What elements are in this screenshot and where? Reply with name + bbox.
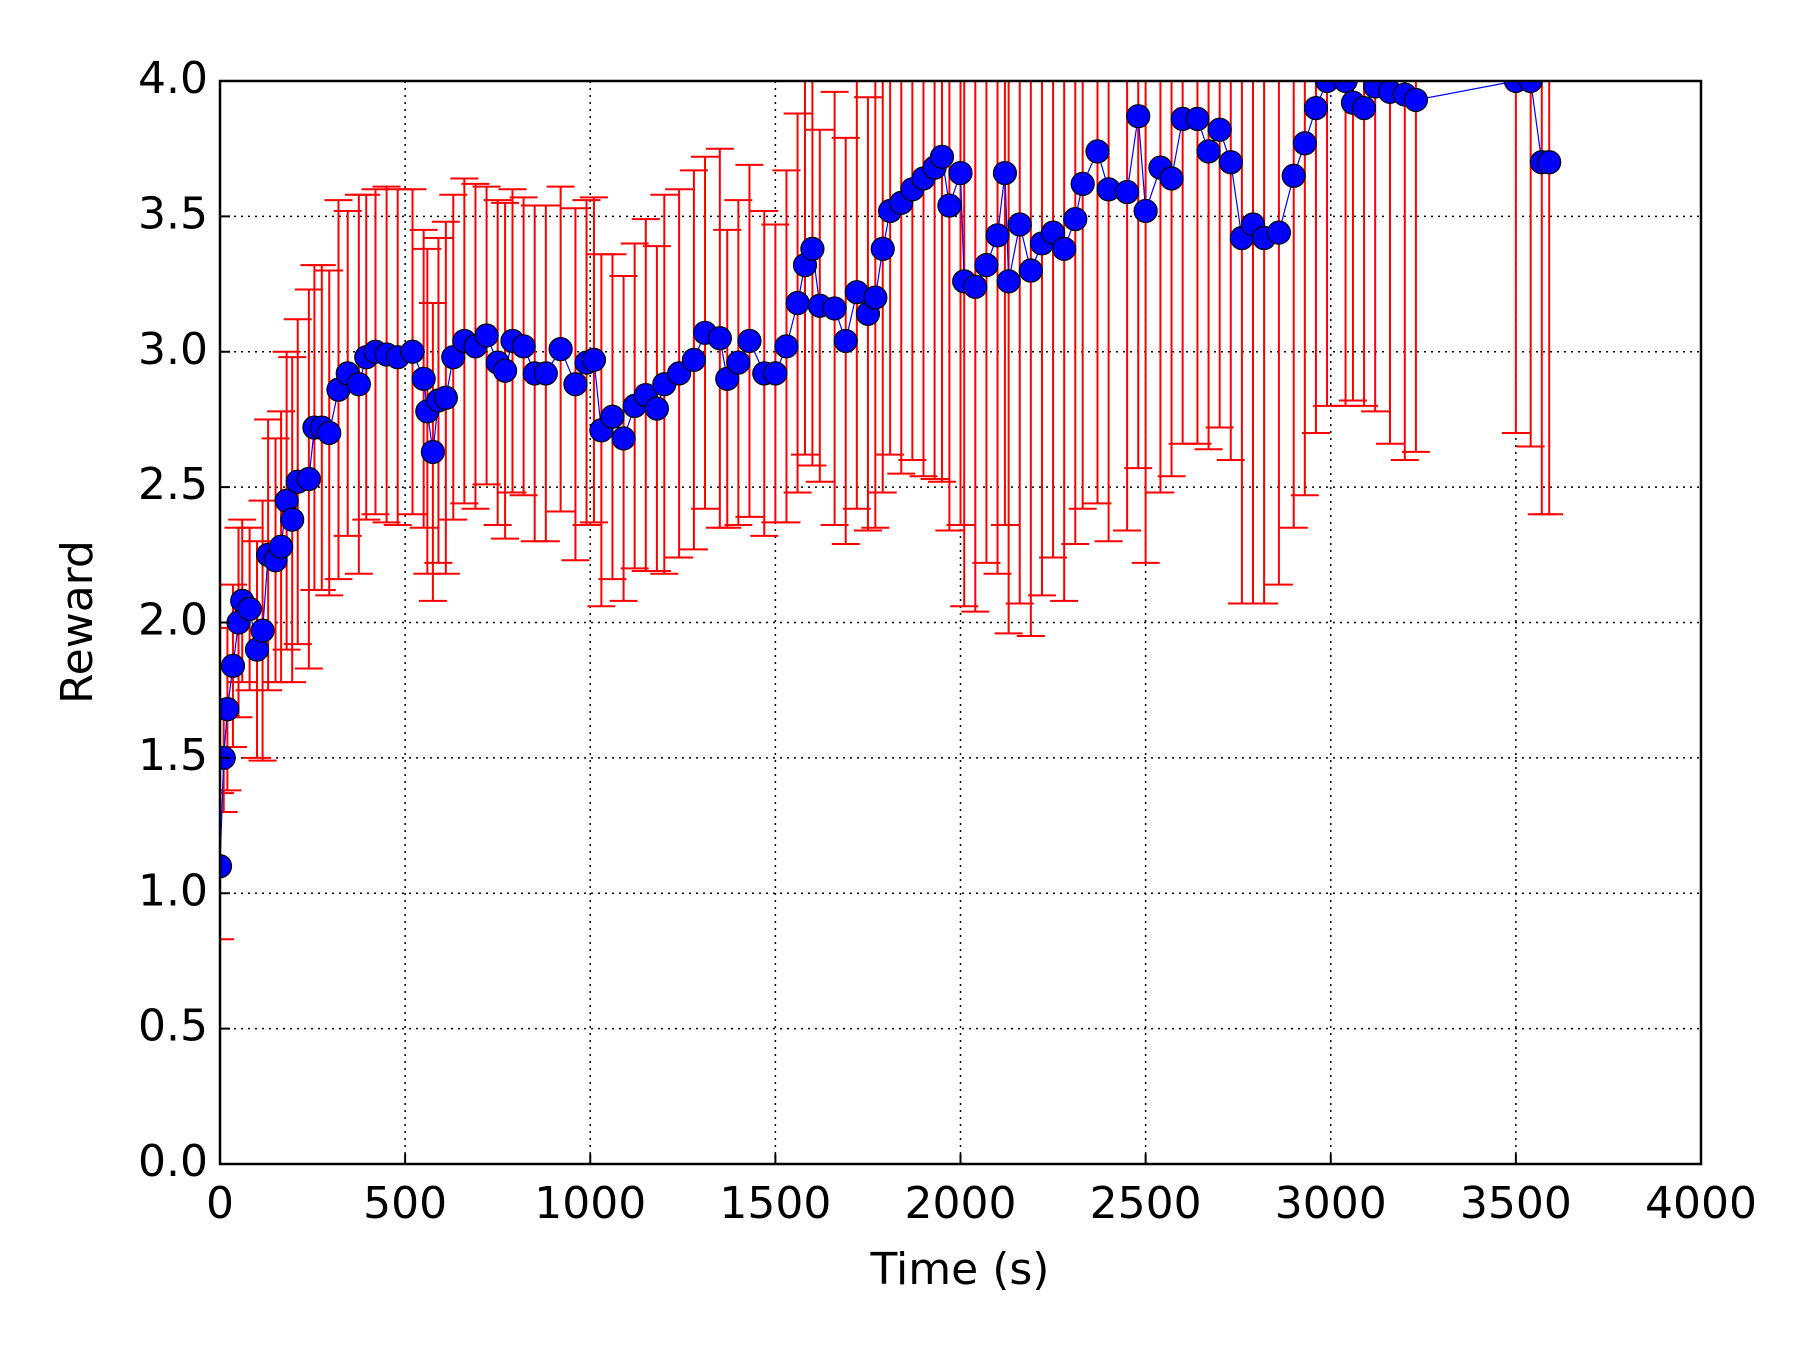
data-point: [1085, 139, 1110, 164]
data-point: [785, 290, 810, 316]
error-bar: [1516, 81, 1545, 448]
data-point: [974, 253, 999, 278]
data-point: [1070, 171, 1095, 196]
data-point: [268, 534, 294, 559]
data-point: [346, 372, 371, 397]
data-point: [863, 285, 888, 310]
data-point: [420, 439, 445, 465]
data-point: [220, 653, 246, 678]
plot-area: [220, 81, 1564, 941]
data-point: [707, 326, 732, 351]
data-point: [600, 404, 625, 429]
data-point: [681, 347, 707, 372]
y-tick-label: 1.5: [138, 730, 208, 781]
data-point: [433, 385, 458, 410]
data-point: [1292, 131, 1317, 156]
data-point: [1518, 81, 1543, 94]
y-tick-label: 1.0: [138, 865, 208, 916]
data-point: [511, 334, 536, 359]
data-point: [1052, 236, 1077, 261]
y-tick-label: 3.5: [138, 188, 208, 239]
data-point: [1207, 117, 1232, 142]
data-point: [726, 350, 751, 375]
x-tick-label: 3000: [1275, 1178, 1387, 1229]
y-tick-label: 3.0: [138, 324, 208, 375]
data-point: [1333, 81, 1358, 94]
data-point: [1537, 150, 1562, 175]
data-point: [611, 426, 636, 451]
data-point: [833, 328, 858, 354]
data-point: [800, 236, 825, 261]
data-point: [237, 596, 262, 622]
data-point: [250, 618, 275, 643]
x-tick-label: 1000: [534, 1178, 646, 1229]
x-tick-label: 3500: [1460, 1178, 1572, 1229]
data-point: [996, 269, 1021, 294]
data-point: [1281, 163, 1306, 188]
data-point: [492, 358, 518, 383]
error-bar: [1501, 81, 1530, 434]
data-point: [763, 361, 788, 386]
data-point: [296, 466, 321, 492]
y-tick-label: 0.5: [138, 1001, 208, 1052]
data-point: [411, 366, 436, 391]
data-point: [1007, 212, 1032, 237]
data-point: [1018, 258, 1043, 283]
data-point: [1115, 179, 1140, 205]
x-tick-label: 4000: [1645, 1178, 1757, 1229]
data-point: [774, 334, 799, 359]
data-point: [1403, 87, 1429, 113]
x-axis-label: Time (s): [870, 1244, 1050, 1295]
data-point: [220, 697, 240, 722]
data-point: [1133, 198, 1158, 224]
data-point: [1303, 95, 1329, 121]
data-point: [1351, 95, 1377, 121]
x-tick-label: 2500: [1090, 1178, 1202, 1229]
y-tick-label: 4.0: [138, 53, 208, 104]
data-point: [929, 144, 955, 169]
data-point: [1159, 166, 1184, 191]
x-tick-label: 2000: [905, 1178, 1017, 1229]
data-point: [474, 323, 499, 348]
data-point: [400, 339, 425, 364]
data-point: [644, 396, 669, 421]
data-point: [280, 507, 305, 532]
x-tick-label: 1500: [719, 1178, 831, 1229]
data-point: [937, 193, 962, 218]
y-tick-label: 0.0: [138, 1136, 208, 1187]
x-tick-label: 500: [363, 1178, 447, 1229]
data-point: [1185, 106, 1210, 132]
data-point: [581, 347, 607, 372]
data-point: [822, 296, 847, 321]
axes: 0 500 1000 1500 2000 2500 3000 3500 4000 0.0 0.5 1.…: [138, 53, 1757, 1229]
data-point: [220, 854, 233, 879]
data-point: [948, 160, 973, 186]
data-point: [1196, 139, 1221, 164]
data-point: [1126, 104, 1151, 129]
data-point: [870, 236, 895, 261]
data-point: [985, 223, 1010, 248]
y-axis-label: Reward: [52, 540, 103, 704]
data-point: [533, 361, 558, 386]
data-point: [1063, 206, 1088, 232]
data-point: [548, 336, 573, 362]
data-point: [1266, 220, 1292, 245]
data-point: [737, 328, 762, 354]
data-point: [992, 160, 1018, 186]
data-point: [963, 274, 988, 299]
data-point: [1314, 81, 1340, 94]
error-bar: [220, 792, 234, 941]
data-point: [317, 420, 342, 446]
y-tick-label: 2.5: [138, 459, 208, 510]
data-point: [1218, 150, 1243, 175]
data-point: [563, 372, 588, 397]
x-tick-label: 0: [206, 1178, 234, 1229]
y-tick-label: 2.0: [138, 595, 208, 646]
